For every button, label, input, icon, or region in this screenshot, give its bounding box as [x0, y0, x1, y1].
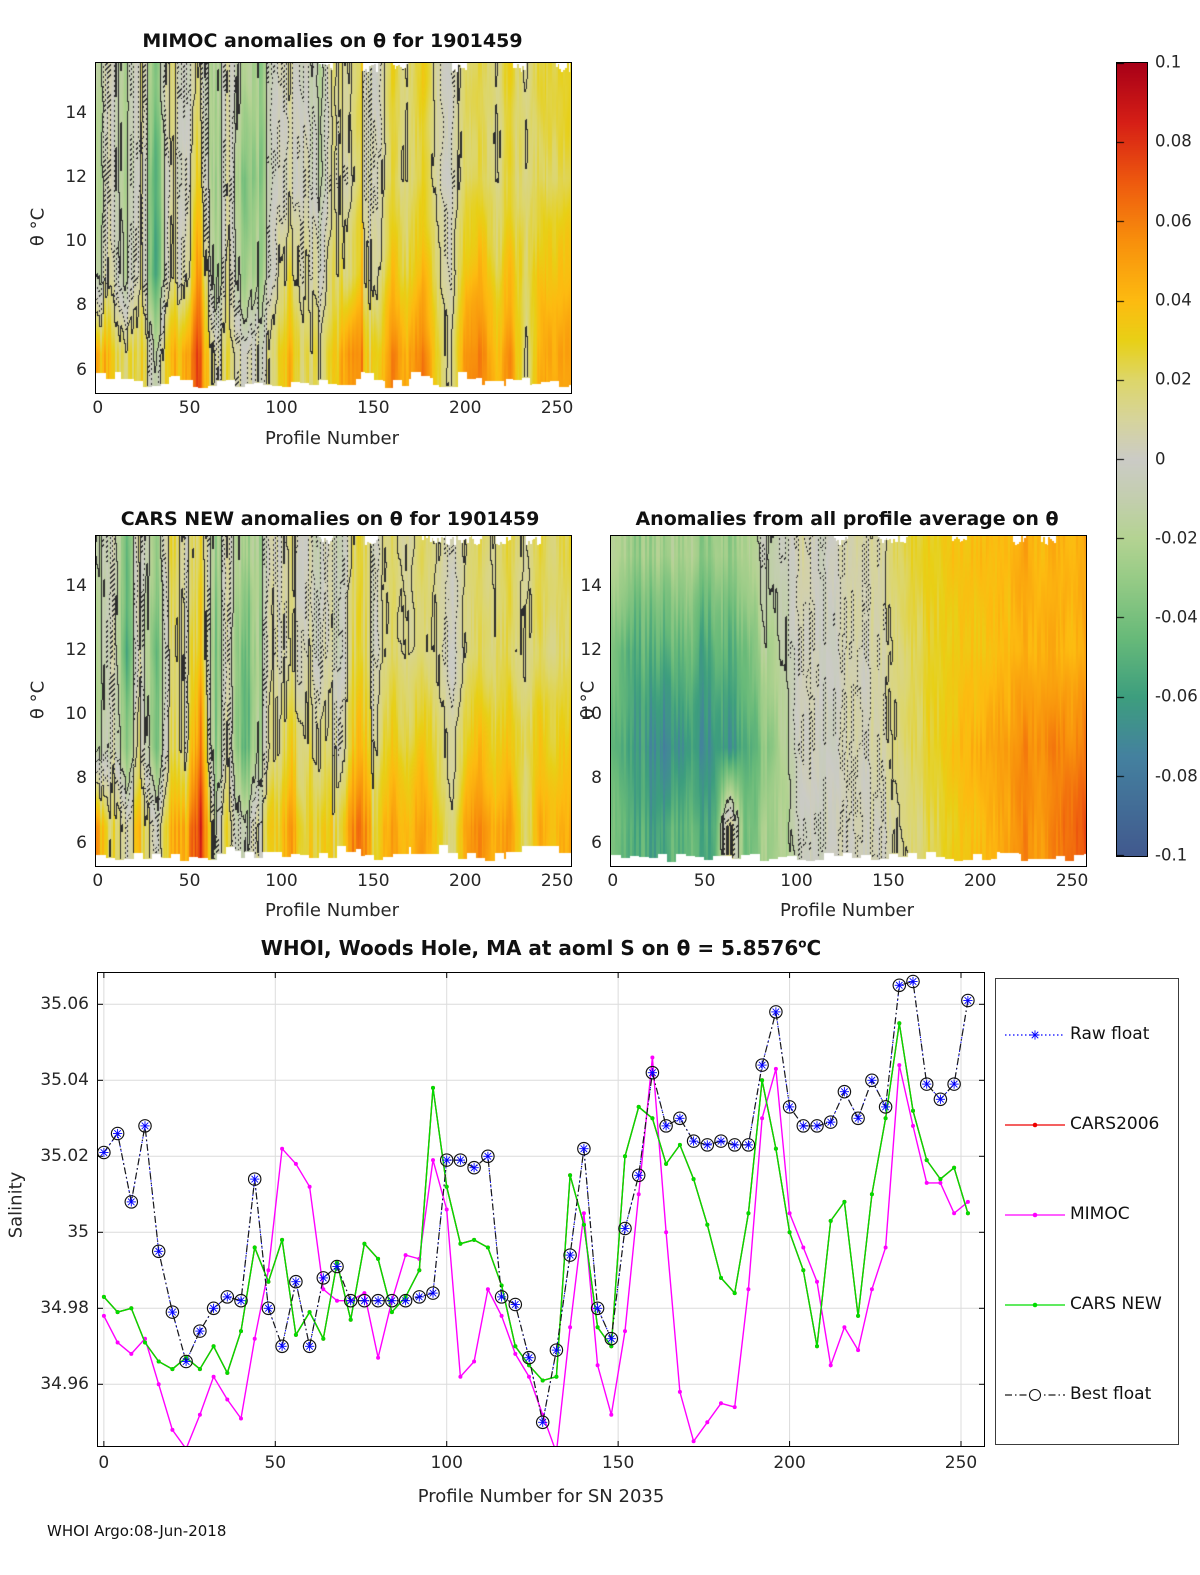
salinity-chart-xlabel: Profile Number for SN 2035 [417, 1486, 665, 1507]
salinity-chart-title: WHOI, Woods Hole, MA at aoml S on θ = 5.… [260, 936, 822, 960]
colorbar-tick-label: 0.06 [1155, 211, 1192, 231]
y-tick-label: 10 [580, 704, 602, 725]
raw-float-line [103, 980, 969, 1423]
legend: Raw float CARS2006 MIMOC CARS NEW Best float [995, 978, 1179, 1445]
y-tick-label: 8 [76, 768, 87, 789]
heatmap-cars-new-title: CARS NEW anomalies on θ for 1901459 [120, 508, 540, 530]
x-tick-label: 150 [357, 871, 390, 891]
x-tick-label: 200 [449, 398, 482, 418]
salinity-chart-svg [97, 972, 985, 1455]
x-tick-label: 200 [964, 871, 997, 891]
legend-item-mimoc: MIMOC [996, 1203, 1178, 1227]
heatmap-avg-xlabel: Profile Number [780, 900, 914, 921]
footer-text: WHOI Argo:08-Jun-2018 [47, 1522, 227, 1540]
y-tick-label: 14 [65, 576, 87, 597]
heatmap-mimoc-canvas [96, 63, 571, 393]
legend-item-raw-float: Raw float [996, 1023, 1178, 1047]
y-tick-label: 14 [65, 103, 87, 124]
y-tick-label: 12 [65, 640, 87, 661]
x-tick-label: 0 [98, 1453, 110, 1473]
colorbar-tick-label: -0.08 [1155, 766, 1198, 786]
x-tick-label: 250 [1055, 871, 1089, 891]
heatmap-avg-canvas [611, 536, 1086, 866]
heatmap-avg-title: Anomalies from all profile average on θ [635, 508, 1059, 530]
colorbar-tick-label: -0.04 [1155, 607, 1198, 627]
heatmap-mimoc [95, 62, 572, 394]
y-tick-label: 35.06 [40, 994, 89, 1015]
heatmap-mimoc-xlabel: Profile Number [265, 428, 399, 449]
y-tick-label: 6 [591, 832, 602, 853]
x-tick-label: 0 [607, 871, 619, 891]
y-tick-label: 35 [67, 1222, 89, 1243]
heatmap-mimoc-ylabel: θ °C [27, 207, 49, 247]
x-tick-label: 0 [92, 871, 104, 891]
colorbar-tick-label: 0.02 [1155, 369, 1192, 389]
x-tick-label: 50 [178, 871, 201, 891]
salinity-chart-ylabel: Salinity [5, 1171, 27, 1239]
y-tick-label: 10 [65, 231, 87, 252]
y-tick-label: 6 [76, 359, 87, 380]
legend-sample-cars2006 [1005, 1122, 1065, 1128]
legend-label: Raw float [1070, 1024, 1150, 1044]
colorbar-tick-label: 0 [1155, 449, 1166, 468]
x-tick-label: 200 [449, 871, 482, 891]
x-tick-label: 100 [430, 1453, 463, 1473]
x-tick-label: 50 [693, 871, 716, 891]
x-tick-label: 200 [773, 1453, 806, 1473]
heatmap-cars-new-xlabel: Profile Number [265, 900, 399, 921]
y-tick-label: 8 [591, 768, 602, 789]
y-tick-label: 14 [580, 576, 602, 597]
y-tick-label: 6 [76, 832, 87, 853]
colorbar [1116, 62, 1148, 857]
colorbar-tick-label: 0.04 [1155, 290, 1192, 310]
colorbar-tick-label: 0.1 [1155, 52, 1182, 72]
colorbar-tick-label: 0.08 [1155, 131, 1192, 151]
y-tick-label: 10 [65, 704, 87, 725]
x-tick-label: 150 [601, 1453, 635, 1473]
colorbar-tick-label: -0.02 [1155, 528, 1198, 548]
x-tick-label: 250 [540, 871, 574, 891]
colorbar-tick-label: -0.1 [1155, 845, 1188, 865]
heatmap-mimoc-title: MIMOC anomalies on θ for 1901459 [142, 30, 523, 52]
legend-label: CARS2006 [1070, 1114, 1160, 1134]
y-tick-label: 12 [65, 167, 87, 188]
x-tick-label: 50 [264, 1453, 287, 1473]
y-tick-label: 34.96 [40, 1374, 89, 1395]
heatmap-cars-new-ylabel: θ °C [27, 680, 49, 720]
legend-sample-mimoc [1005, 1212, 1065, 1218]
y-tick-label: 34.98 [40, 1298, 89, 1319]
legend-label: Best float [1070, 1384, 1152, 1404]
x-tick-label: 150 [357, 398, 390, 418]
y-tick-label: 12 [580, 640, 602, 661]
x-tick-label: 250 [944, 1453, 978, 1473]
heatmap-avg [610, 535, 1087, 867]
cars-new-line [103, 1023, 969, 1382]
legend-sample-raw-float [1005, 1030, 1065, 1040]
y-tick-label: 35.04 [40, 1070, 89, 1091]
mimoc-line [103, 1057, 969, 1453]
legend-item-best-float: Best float [996, 1383, 1178, 1407]
x-tick-label: 50 [178, 398, 201, 418]
x-tick-label: 100 [265, 398, 298, 418]
y-tick-label: 35.02 [40, 1146, 89, 1167]
x-tick-label: 100 [265, 871, 298, 891]
legend-label: MIMOC [1070, 1204, 1130, 1224]
salinity-chart [97, 972, 985, 1455]
legend-item-cars2006: CARS2006 [996, 1113, 1178, 1137]
x-tick-label: 0 [92, 398, 104, 418]
x-tick-label: 100 [780, 871, 813, 891]
y-tick-label: 8 [76, 295, 87, 316]
heatmap-cars-new-canvas [96, 536, 571, 866]
legend-item-cars-new: CARS NEW [996, 1293, 1178, 1317]
legend-label: CARS NEW [1070, 1294, 1162, 1314]
legend-sample-cars-new [1005, 1302, 1065, 1308]
legend-sample-best-float [1005, 1388, 1065, 1402]
x-tick-label: 250 [540, 398, 574, 418]
heatmap-cars-new [95, 535, 572, 867]
colorbar-canvas [1117, 63, 1147, 856]
colorbar-tick-label: -0.06 [1155, 686, 1198, 706]
x-tick-label: 150 [872, 871, 905, 891]
